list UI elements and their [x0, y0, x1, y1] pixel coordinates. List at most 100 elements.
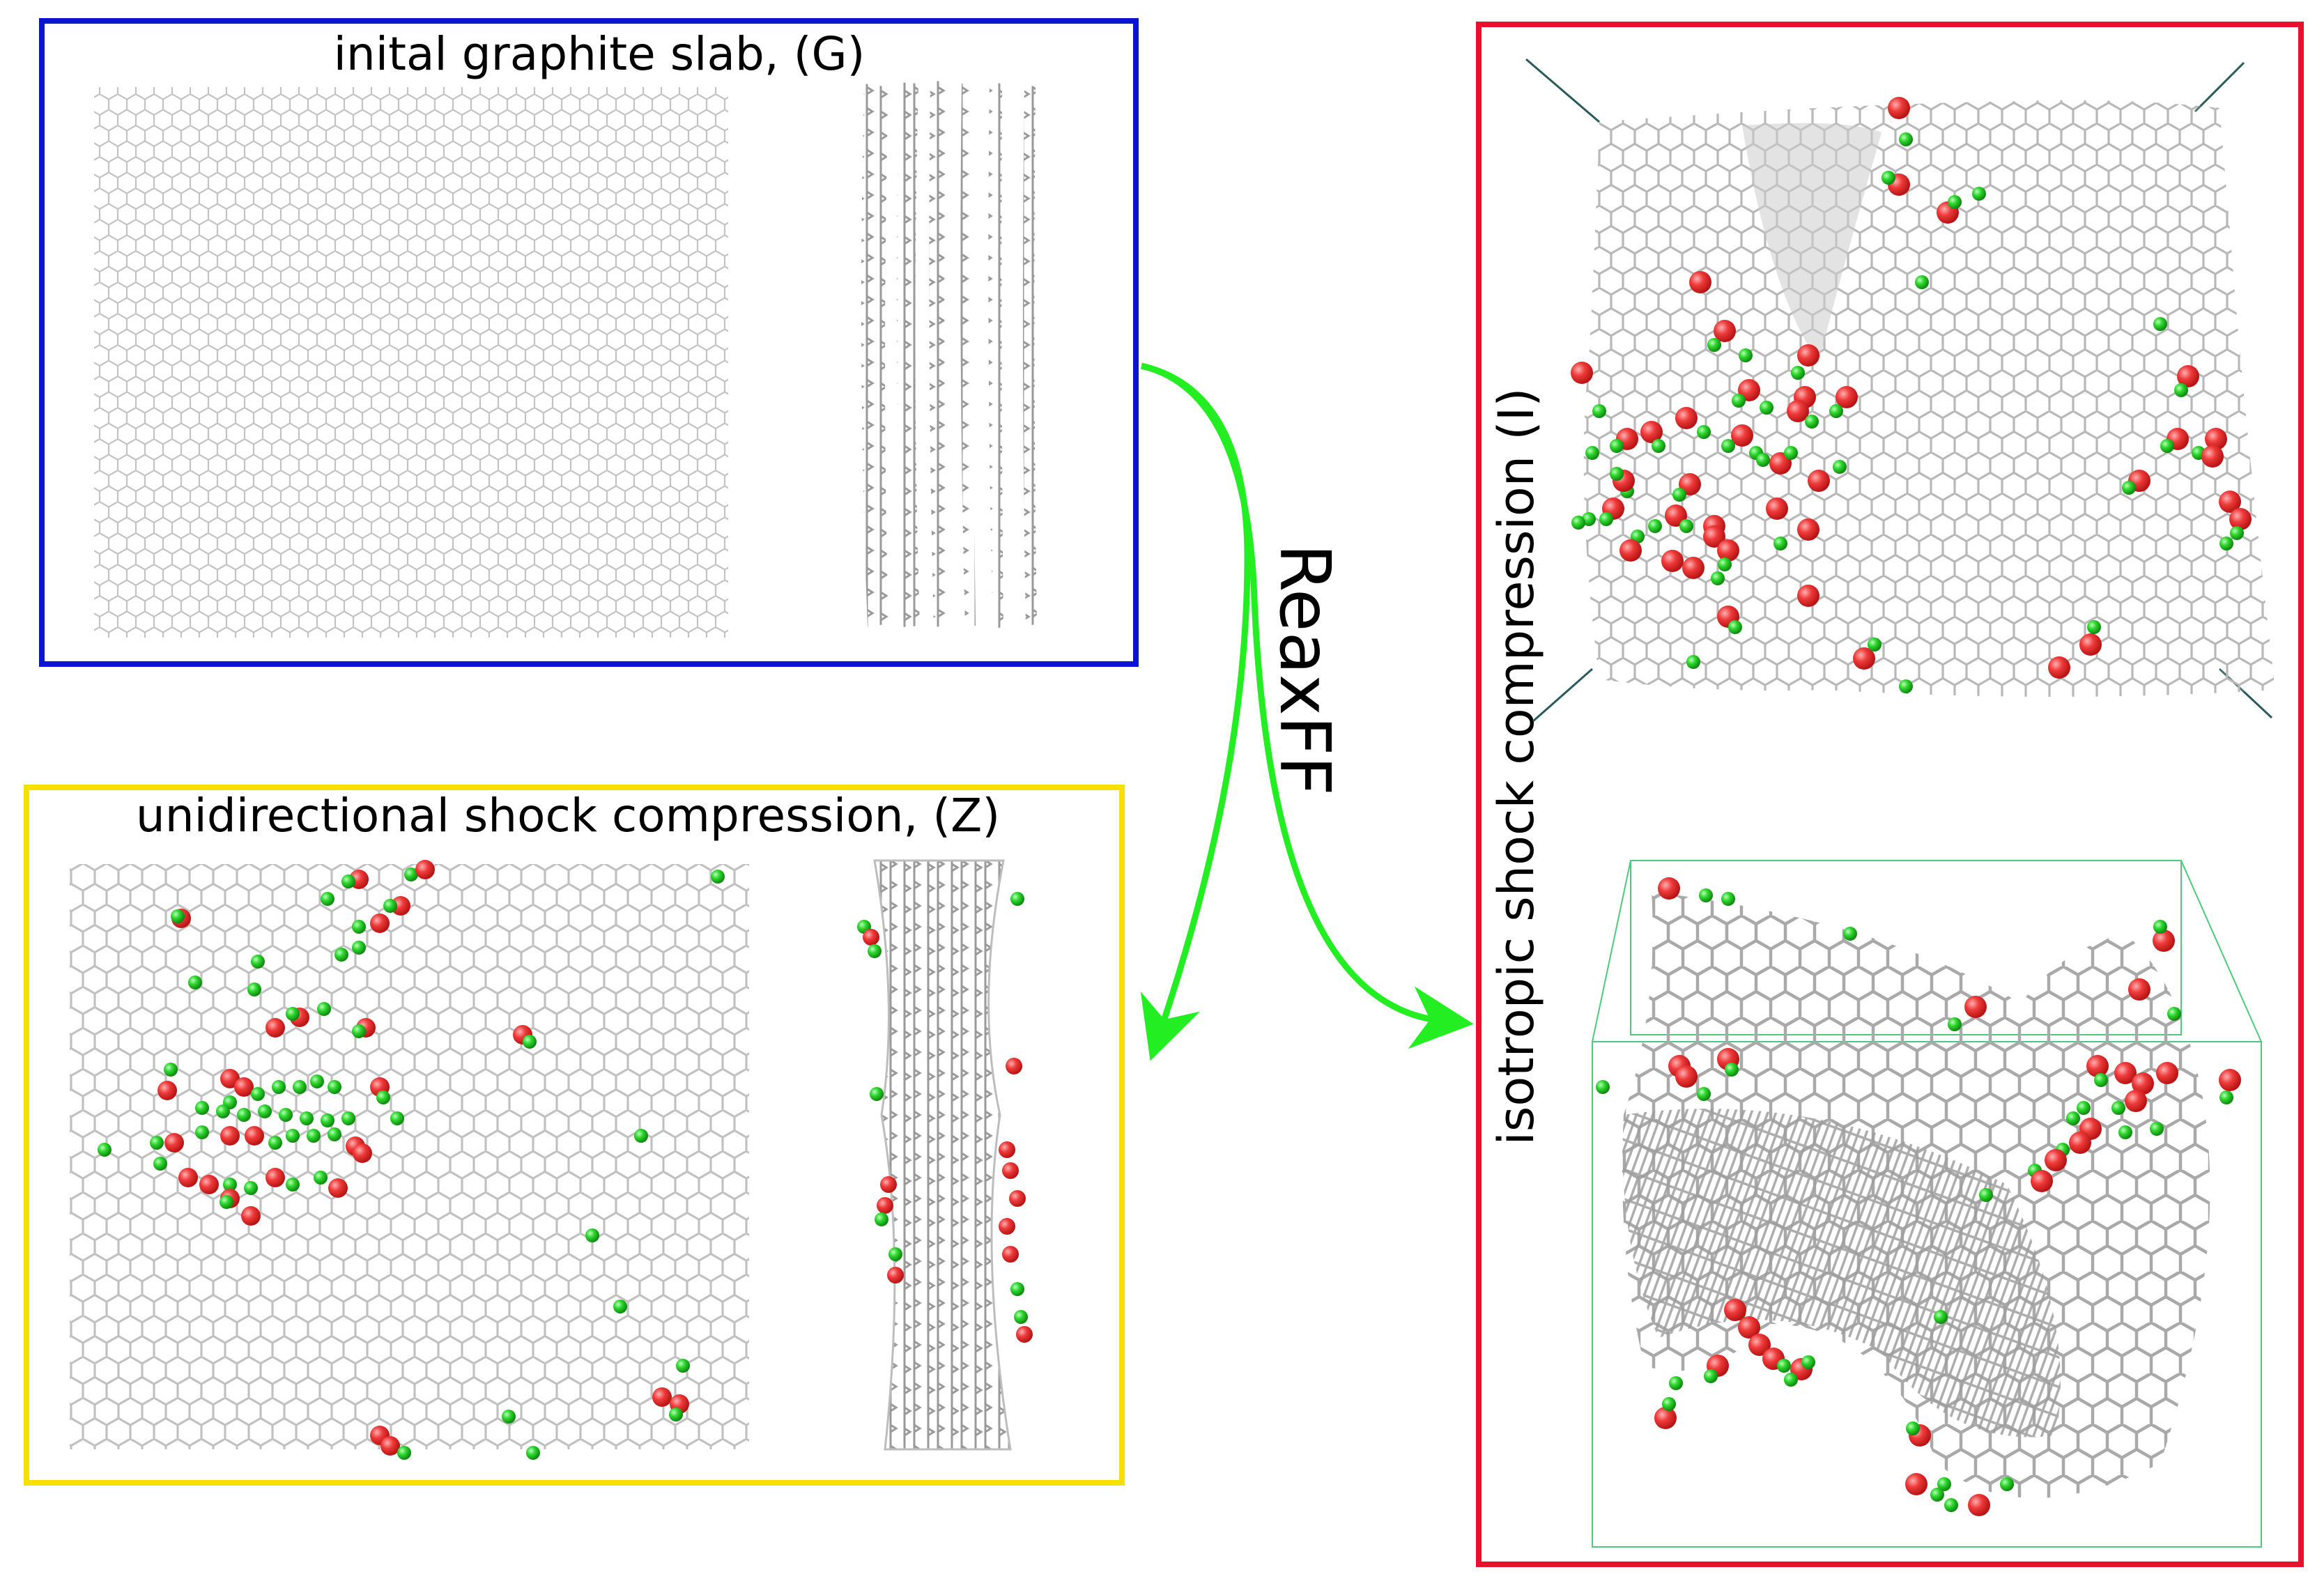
oxygen-atom — [266, 1168, 285, 1187]
hydrogen-atom — [1707, 338, 1721, 352]
oxygen-atom — [1738, 1316, 1760, 1339]
hydrogen-atom — [1672, 488, 1686, 502]
oxygen-atom — [220, 1126, 240, 1146]
hydrogen-atom — [1725, 1063, 1739, 1077]
oxygen-atom — [1675, 1065, 1698, 1088]
hydrogen-atom — [1756, 453, 1770, 467]
hydrogen-atom — [1014, 1310, 1028, 1324]
hydrogen-atom — [2219, 537, 2233, 550]
hydrogen-atom — [1610, 439, 1624, 453]
hydrogen-atom — [307, 1129, 321, 1143]
hydrogen-atom — [1833, 460, 1847, 474]
hydrogen-atom — [390, 1111, 404, 1125]
hydrogen-atom — [1592, 404, 1606, 418]
oxygen-atom — [2114, 1062, 2137, 1084]
oxygen-atom — [2132, 1072, 2154, 1095]
unidirectional-panel-title: unidirectional shock compression, (Z) — [136, 789, 1000, 842]
isotropic-panel: isotropic shock compression (I) — [1476, 22, 2304, 1567]
oxygen-atom — [2086, 1055, 2109, 1077]
oxygen-atom — [2045, 1149, 2067, 1171]
hydrogen-atom — [244, 1181, 258, 1195]
oxygen-atom — [999, 1141, 1015, 1158]
hydrogen-atom — [1805, 415, 1819, 429]
hydrogen-atom — [188, 976, 202, 989]
hydrogen-atom — [341, 874, 355, 888]
hydrogen-atom — [247, 982, 261, 996]
hydrogen-atom — [523, 1035, 537, 1049]
oxygen-atom — [2201, 445, 2224, 468]
hydrogen-atom — [383, 899, 397, 913]
hydrogen-atom — [1599, 512, 1613, 526]
hydrogen-atom — [98, 1143, 111, 1157]
oxygen-atom — [877, 1197, 893, 1214]
hydrogen-atom — [286, 1129, 300, 1143]
hydrogen-atom — [526, 1446, 540, 1460]
hydrogen-atom — [1784, 446, 1798, 460]
oxygen-atom — [234, 1077, 254, 1097]
hydrogen-atom — [1784, 1373, 1798, 1387]
hydrogen-atom — [1829, 404, 1843, 418]
hydrogen-atom — [1662, 1397, 1676, 1411]
oxygen-atom — [2125, 1090, 2147, 1112]
isotropic-panel-title: isotropic shock compression (I) — [1488, 387, 1545, 1145]
hydrogen-atom — [870, 1087, 884, 1101]
hydrogen-atom — [268, 1136, 282, 1150]
hydrogen-atom — [1899, 132, 1913, 146]
oxygen-atom — [2031, 1170, 2053, 1192]
hydrogen-atom — [171, 909, 185, 923]
hydrogen-atom — [258, 1104, 272, 1118]
hydrogen-atom — [404, 868, 418, 881]
hydrogen-atom — [888, 1247, 902, 1261]
oxygen-atom — [1905, 1473, 1927, 1495]
isotropic-bottom-structure — [1592, 860, 2262, 1548]
hydrogen-atom — [711, 870, 725, 884]
hydrogen-atom — [1906, 1421, 1920, 1435]
oxygen-atom — [1787, 400, 1809, 422]
hydrogen-atom — [1704, 1369, 1718, 1383]
oxygen-atom — [353, 1143, 372, 1163]
oxygen-atom — [1002, 1162, 1019, 1179]
oxygen-atom — [2219, 491, 2241, 513]
oxygen-atom — [1748, 1334, 1771, 1356]
oxygen-atom — [1808, 470, 1830, 492]
oxygen-atom — [391, 896, 410, 916]
hydrogen-atom — [1739, 348, 1753, 362]
hydrogen-atom — [1944, 1498, 1958, 1512]
oxygen-atom — [1658, 877, 1680, 900]
hydrogen-atom — [1010, 892, 1024, 906]
hydrogen-atom — [314, 1171, 328, 1185]
hydrogen-atom — [669, 1408, 683, 1421]
hydrogen-atom — [2111, 1101, 2125, 1115]
hydrogen-atom — [216, 1104, 230, 1118]
oxygen-atom — [880, 1176, 897, 1193]
hydrogen-atom — [195, 1101, 209, 1115]
graphite-top-view — [94, 87, 728, 638]
hydrogen-atom — [1881, 171, 1895, 185]
hydrogen-atom — [272, 1080, 286, 1094]
oxygen-atom — [370, 914, 390, 933]
graphite-side-view — [861, 80, 1037, 629]
hydrogen-atom — [1972, 187, 1986, 201]
oxygen-atom — [1731, 424, 1753, 447]
oxygen-atom — [245, 1126, 264, 1146]
hydrogen-atom — [634, 1129, 648, 1143]
oxygen-atom — [2048, 656, 2070, 679]
hydrogen-atom — [1760, 401, 1773, 415]
oxygen-atom — [1836, 386, 1858, 408]
hydrogen-atom — [2230, 526, 2244, 540]
hydrogen-atom — [251, 1087, 265, 1101]
unidirectional-panel-border — [24, 785, 1125, 1486]
oxygen-atom — [1619, 539, 1642, 562]
hydrogen-atom — [868, 944, 882, 958]
hydrogen-atom — [2219, 1090, 2233, 1104]
hydrogen-atom — [2153, 317, 2167, 331]
oxygen-atom — [1797, 344, 1819, 367]
oxygen-atom — [1661, 550, 1684, 572]
unidirectional-panel: unidirectional shock compression, (Z) — [24, 785, 1125, 1486]
hydrogen-atom — [352, 941, 366, 955]
oxygen-atom — [241, 1206, 261, 1226]
hydrogen-atom — [1648, 519, 1662, 533]
hydrogen-atom — [2077, 1101, 2091, 1115]
hydrogen-atom — [1652, 439, 1665, 453]
oxygen-atom — [1640, 421, 1663, 443]
